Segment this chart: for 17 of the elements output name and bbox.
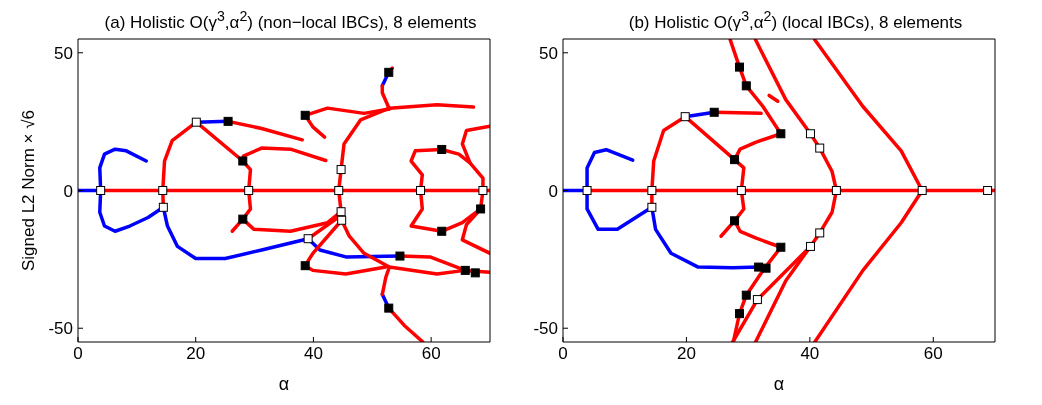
x-tick-label: 40: [303, 344, 323, 364]
x-axis-title: α: [278, 374, 290, 394]
y-tick-label: -50: [533, 319, 558, 339]
x-tick-label: 60: [421, 344, 441, 364]
x-tick-label: 40: [800, 344, 820, 364]
chart-title: (a) Holistic O(γ$^{3}$,α$^{2}$) (non−local IBCs), 8 elements: [103, 8, 478, 34]
y-tick-label: -50: [48, 319, 73, 339]
y-tick-label: 50: [54, 43, 73, 63]
y-tick-label: 0: [548, 181, 558, 201]
y-tick-label: 0: [63, 181, 73, 201]
chart-title: (b) Holistic O(γ$^{3}$,α$^{2}$) (local IBCs), 8 elements: [627, 8, 964, 34]
x-tick-label: 60: [923, 344, 943, 364]
y-axis-title: Signed L2 Norm × √6: [19, 109, 39, 272]
y-tick-label: 50: [539, 43, 558, 63]
x-axis-title: α: [773, 374, 785, 394]
x-tick-label: 20: [186, 344, 206, 364]
x-tick-label: 20: [676, 344, 696, 364]
